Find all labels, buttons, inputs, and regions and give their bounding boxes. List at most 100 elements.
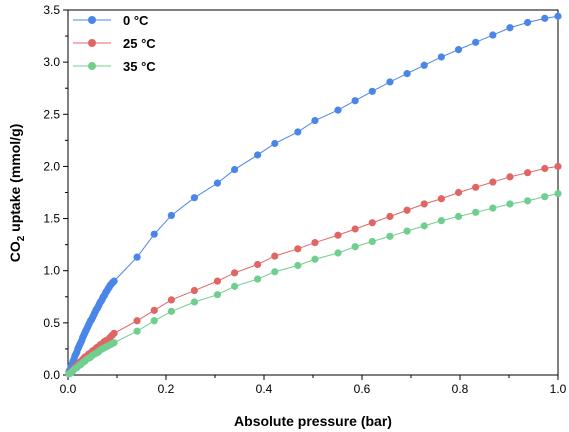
data-point [454, 212, 463, 221]
data-point [271, 139, 279, 148]
data-point [150, 306, 158, 314]
y-tick-label: 3.0 [43, 55, 60, 69]
data-point [554, 162, 562, 171]
series-0 [65, 12, 562, 376]
data-point [472, 208, 480, 216]
data-point [190, 298, 199, 306]
data-point [437, 195, 445, 203]
data-point [167, 296, 175, 304]
data-point [524, 169, 532, 177]
data-point [351, 97, 359, 105]
data-point [524, 18, 532, 27]
x-tick-label: 0.6 [354, 382, 371, 396]
y-axis-title-subscript: 2 [16, 235, 27, 241]
data-point [351, 243, 359, 251]
data-point [311, 238, 319, 247]
data-point [231, 269, 239, 277]
data-point [386, 232, 394, 240]
data-point [133, 253, 141, 261]
series-line [68, 193, 559, 375]
data-point [437, 217, 445, 225]
x-axis-title: Absolute pressure (bar) [234, 413, 392, 429]
data-point [110, 277, 118, 285]
data-point [190, 194, 199, 202]
data-point [489, 178, 497, 186]
data-point [506, 200, 514, 208]
y-tick-label: 3.5 [43, 3, 60, 17]
data-point [254, 151, 262, 159]
y-tick-label: 2.0 [43, 159, 60, 173]
x-tick-label: 0.2 [158, 382, 175, 396]
data-point [294, 261, 302, 270]
data-point [386, 212, 394, 221]
data-point [231, 165, 239, 174]
data-point [403, 70, 411, 78]
y-tick-label: 0.5 [43, 316, 60, 330]
data-point [311, 255, 319, 263]
legend-label: 0 °C [123, 13, 149, 28]
data-point [150, 230, 158, 238]
data-point [472, 38, 480, 46]
data-point [541, 164, 549, 173]
series-1 [65, 162, 562, 378]
data-point [110, 339, 118, 347]
y-axis-title: CO2 uptake (mmol/g) [7, 124, 27, 263]
data-point [403, 227, 411, 235]
y-axis-title-main: CO [7, 241, 23, 262]
x-tick-label: 0.8 [452, 382, 469, 396]
x-tick-label: 0.4 [256, 382, 273, 396]
data-point [254, 260, 262, 269]
data-point [554, 189, 562, 198]
data-point [489, 204, 497, 212]
y-tick-label: 1.5 [43, 212, 60, 226]
data-point [437, 53, 445, 61]
data-point [213, 179, 222, 187]
series-line [68, 165, 559, 375]
y-tick-label: 2.5 [43, 107, 60, 121]
data-point [454, 46, 463, 54]
y-tick-label: 0.0 [43, 368, 60, 382]
x-axis: 0.0 0.2 0.4 0.6 0.8 1.0 [60, 375, 567, 396]
data-point [213, 291, 222, 299]
data-point [524, 197, 532, 205]
data-point [489, 31, 497, 39]
y-axis-title-rest: uptake (mmol/g) [7, 124, 23, 236]
data-point [271, 268, 279, 276]
y-axis: 0.0 0.5 1.0 1.5 2.0 2.5 3.0 3.5 [43, 3, 68, 382]
data-point [190, 286, 199, 295]
data-point [311, 116, 319, 125]
data-point [420, 222, 428, 230]
data-point [541, 193, 549, 201]
data-point [150, 317, 158, 325]
data-point [271, 252, 279, 260]
legend-label: 35 °C [123, 59, 156, 74]
data-point [294, 245, 302, 253]
data-point [506, 24, 514, 32]
data-point [420, 61, 428, 69]
data-point [213, 277, 222, 285]
data-point [110, 329, 118, 337]
legend-marker [88, 39, 96, 47]
data-point [294, 128, 302, 136]
data-point [254, 275, 262, 283]
data-point [541, 14, 549, 22]
data-point [506, 173, 514, 181]
data-point [133, 317, 141, 325]
data-point [368, 237, 376, 246]
legend: 0 °C 25 °C 35 °C [73, 13, 156, 74]
legend-marker [88, 62, 96, 70]
data-point [351, 225, 359, 233]
data-point [231, 282, 239, 290]
y-tick-label: 1.0 [43, 264, 60, 278]
data-point [368, 219, 376, 227]
data-point [167, 211, 175, 220]
series-layer [65, 12, 562, 378]
data-point [403, 206, 411, 214]
legend-label: 25 °C [123, 36, 156, 51]
data-point [133, 327, 141, 335]
x-tick-label: 0.0 [60, 382, 77, 396]
x-tick-label: 1.0 [550, 382, 567, 396]
data-point [554, 12, 562, 20]
data-point [420, 200, 428, 208]
